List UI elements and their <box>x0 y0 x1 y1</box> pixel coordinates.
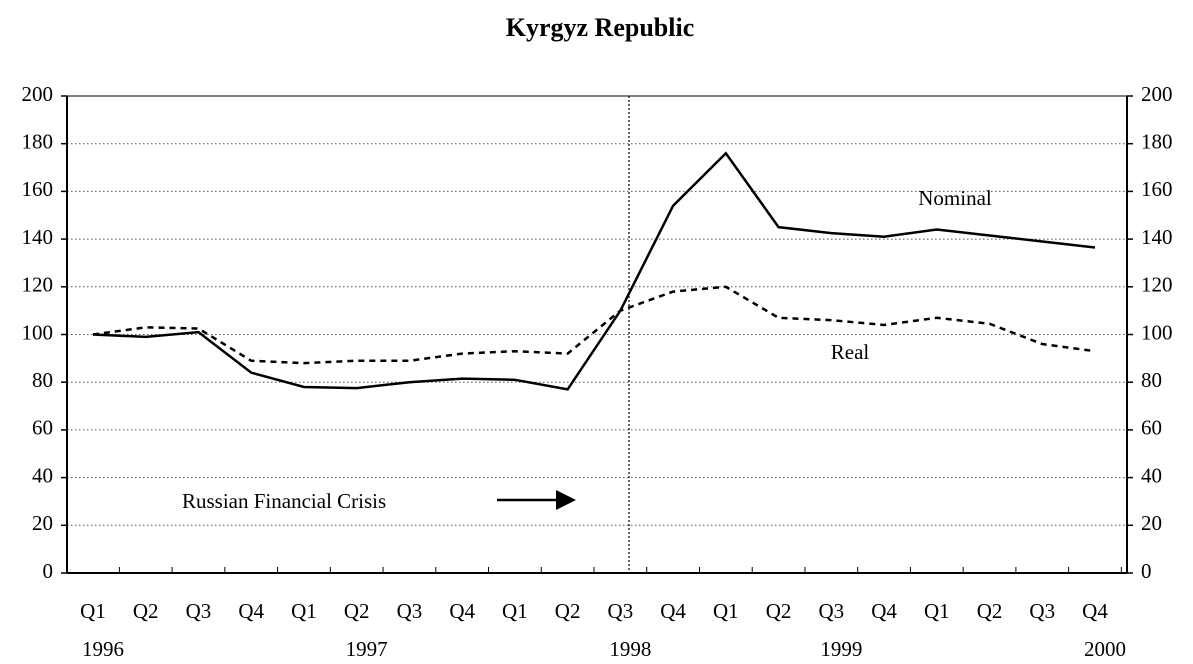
y-tick-label: 40 <box>32 463 53 487</box>
y2-tick-label: 180 <box>1141 130 1173 154</box>
y2-tick-label: 120 <box>1141 273 1173 297</box>
arrow-head <box>556 490 576 510</box>
annotation: Russian Financial Crisis <box>182 489 386 513</box>
x-tick-label: Q4 <box>238 599 264 623</box>
x-tick-label: Q4 <box>871 599 897 623</box>
y2-tick-label: 200 <box>1141 82 1173 106</box>
x-tick-label: Q3 <box>186 599 212 623</box>
y2-tick-label: 160 <box>1141 177 1173 201</box>
y-tick-label: 200 <box>22 82 54 106</box>
series-line <box>92 285 1096 365</box>
x-tick-label: Q3 <box>397 599 423 623</box>
y2-tick-label: 140 <box>1141 225 1173 249</box>
y-tick-label: 140 <box>22 225 54 249</box>
y2-tick-label: 20 <box>1141 511 1162 535</box>
x-tick-label: Q2 <box>766 599 792 623</box>
x-tick-label: Q1 <box>80 599 106 623</box>
x-tick-label: Q3 <box>608 599 634 623</box>
x-tick-label: Q4 <box>660 599 686 623</box>
y2-tick-label: 100 <box>1141 320 1173 344</box>
x-tick-label: Q4 <box>1082 599 1108 623</box>
series-label: Real <box>831 340 870 364</box>
x-tick-label: Q3 <box>1029 599 1055 623</box>
y2-tick-label: 40 <box>1141 463 1162 487</box>
series-label: Nominal <box>918 186 992 210</box>
y2-tick-label: 60 <box>1141 416 1162 440</box>
x-tick-label: Q2 <box>133 599 159 623</box>
y-tick-label: 60 <box>32 416 53 440</box>
y-tick-label: 20 <box>32 511 53 535</box>
series-line <box>92 151 1096 391</box>
year-label: 1998 <box>609 637 651 661</box>
y-tick-label: 80 <box>32 368 53 392</box>
year-label: 1997 <box>346 637 388 661</box>
x-tick-label: Q2 <box>977 599 1003 623</box>
y2-tick-label: 0 <box>1141 559 1152 583</box>
y-tick-label: 100 <box>22 320 54 344</box>
x-tick-label: Q1 <box>291 599 317 623</box>
y2-tick-label: 80 <box>1141 368 1162 392</box>
year-label: 1996 <box>82 637 124 661</box>
x-tick-label: Q2 <box>555 599 581 623</box>
year-label: 2000 <box>1084 637 1126 661</box>
y-tick-label: 0 <box>43 559 54 583</box>
y-tick-label: 180 <box>22 130 54 154</box>
x-tick-label: Q2 <box>344 599 370 623</box>
x-tick-label: Q1 <box>924 599 950 623</box>
x-tick-label: Q4 <box>449 599 475 623</box>
chart-title: Kyrgyz Republic <box>506 13 695 42</box>
x-tick-label: Q1 <box>713 599 739 623</box>
year-label: 1999 <box>820 637 862 661</box>
y-tick-label: 120 <box>22 273 54 297</box>
y-tick-label: 160 <box>22 177 54 201</box>
x-tick-label: Q1 <box>502 599 528 623</box>
x-tick-label: Q3 <box>818 599 844 623</box>
